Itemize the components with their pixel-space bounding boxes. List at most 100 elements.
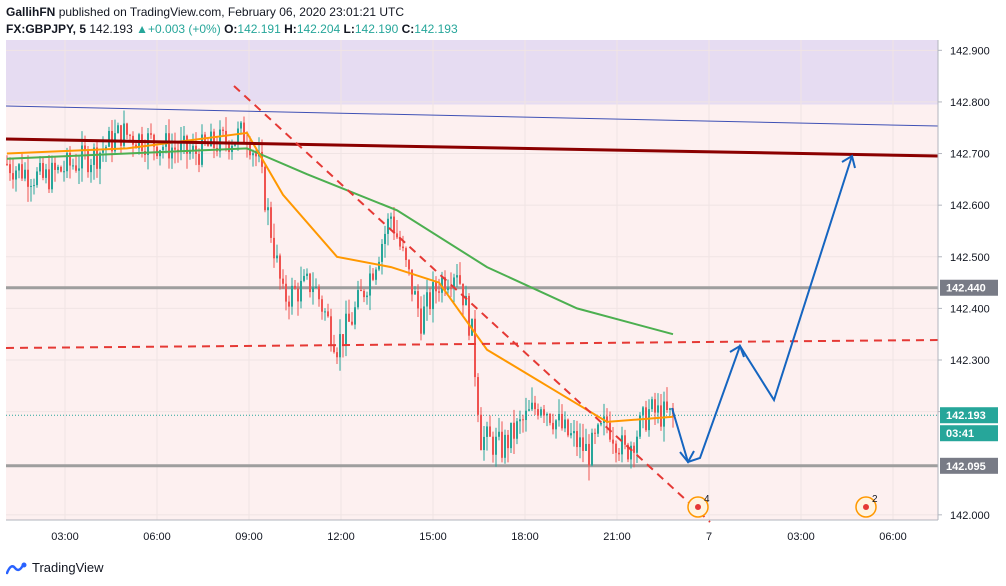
candle-body <box>18 164 20 171</box>
candle-body <box>360 290 362 292</box>
candle-body <box>150 133 152 135</box>
candle-body <box>600 422 602 425</box>
neckline-dashed[interactable] <box>5 339 939 349</box>
candle-body <box>21 164 23 179</box>
candle-body <box>561 413 563 429</box>
descending-trendline-dashed[interactable] <box>233 85 711 523</box>
candle-body <box>6 163 8 165</box>
author-name[interactable]: GallihFN <box>6 5 56 19</box>
candle-body <box>408 260 410 270</box>
candle-body <box>75 165 77 171</box>
candle-body <box>357 290 359 308</box>
up-arrow-icon: ▲ <box>136 22 148 36</box>
candle-body <box>84 145 86 152</box>
candle-body <box>171 147 173 159</box>
candle-body <box>279 255 281 279</box>
candle-body <box>405 248 407 261</box>
candle-body <box>546 413 548 416</box>
candle-body <box>483 436 485 451</box>
candle-body <box>102 149 104 153</box>
candle-body <box>339 334 341 358</box>
x-tick-label: 06:00 <box>143 531 171 543</box>
candle-body <box>321 299 323 312</box>
y-tick-label: 142.800 <box>950 97 990 109</box>
candle-body <box>660 405 662 427</box>
candle-body <box>663 401 665 427</box>
candle-body <box>306 273 308 276</box>
candle-body <box>30 185 32 187</box>
candle-body <box>468 295 470 336</box>
candle-body <box>15 170 17 180</box>
candle-body <box>324 311 326 313</box>
candle-body <box>366 295 368 298</box>
candle-body <box>669 408 671 411</box>
candle-body <box>666 401 668 411</box>
candle-body <box>654 399 656 413</box>
candle-body <box>492 436 494 455</box>
candle-body <box>630 445 632 460</box>
candle-body <box>498 431 500 437</box>
event-count: 2 <box>872 494 878 505</box>
candle-body <box>12 173 14 180</box>
tradingview-footer[interactable]: TradingView <box>6 560 104 575</box>
candle-body <box>255 153 257 157</box>
channel-trendline[interactable] <box>5 105 939 127</box>
candle-body <box>81 145 83 169</box>
candle-body <box>225 130 227 143</box>
candle-body <box>477 377 479 415</box>
candle-body <box>615 443 617 453</box>
candle-body <box>330 316 332 345</box>
candle-body <box>573 431 575 434</box>
candle-body <box>207 142 209 147</box>
candle-body <box>564 419 566 429</box>
resistance-trendline[interactable] <box>5 137 939 158</box>
candle-body <box>402 246 404 249</box>
candle-body <box>123 123 125 146</box>
candle-body <box>537 409 539 416</box>
candle-body <box>411 269 413 295</box>
candle-body <box>549 413 551 423</box>
candle-body <box>9 164 11 174</box>
candle-body <box>96 147 98 169</box>
candle-body <box>318 286 320 300</box>
projection-path[interactable] <box>671 155 853 464</box>
candle-body <box>78 168 80 171</box>
candle-body <box>66 152 68 172</box>
x-tick-label: 06:00 <box>879 531 907 543</box>
close-label: C: <box>401 22 415 36</box>
candle-body <box>162 146 164 151</box>
footer-brand: TradingView <box>32 560 104 575</box>
candle-body <box>513 422 515 439</box>
candle-body <box>273 237 275 259</box>
candle-body <box>189 150 191 154</box>
candle-body <box>60 166 62 172</box>
candle-body <box>222 129 224 131</box>
level-price-tag-bg <box>940 279 998 296</box>
open-label: O: <box>224 22 238 36</box>
price-change: +0.003 (+0%) <box>148 22 221 36</box>
arrow-up-icon <box>729 344 745 358</box>
candle-body <box>99 152 101 169</box>
candle-body <box>288 301 290 307</box>
candle-body <box>543 409 545 416</box>
candle-body <box>642 407 644 416</box>
candle-body <box>315 286 317 288</box>
candle-body <box>444 277 446 291</box>
y-tick-label: 142.400 <box>950 303 990 315</box>
candle-body <box>237 128 239 143</box>
candle-body <box>120 125 122 146</box>
candle-body <box>465 295 467 306</box>
candle-body <box>432 282 434 310</box>
candle-body <box>507 434 509 449</box>
candle-body <box>345 313 347 345</box>
candle-body <box>39 163 41 172</box>
arrow-up-icon <box>841 154 856 169</box>
candle-body <box>480 414 482 451</box>
x-tick-label: 12:00 <box>327 531 355 543</box>
candle-body <box>552 422 554 430</box>
candle-body <box>183 135 185 142</box>
candle-body <box>354 307 356 325</box>
symbol-label[interactable]: FX:GBPJPY, 5 <box>6 22 87 36</box>
candle-body <box>72 165 74 167</box>
